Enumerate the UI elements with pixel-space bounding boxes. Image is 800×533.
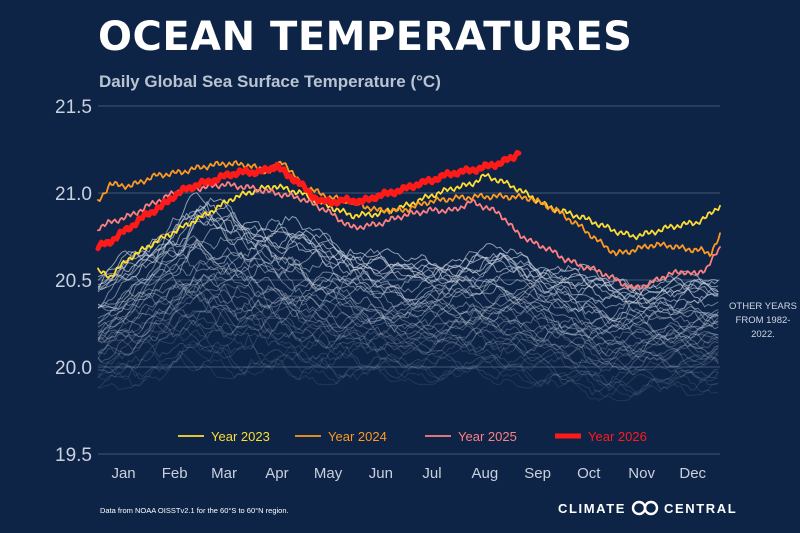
other-year-line-2014 xyxy=(97,242,719,321)
chart-title: OCEAN TEMPERATURES xyxy=(98,14,633,60)
other-year-line-2000 xyxy=(97,273,719,351)
x-tick-label: Feb xyxy=(162,465,188,482)
other-year-line-1989 xyxy=(97,326,719,382)
y-tick-label: 21.0 xyxy=(55,184,92,205)
x-tick-label: May xyxy=(314,465,343,482)
other-year-line-1993 xyxy=(97,293,719,362)
legend-label-year-2025: Year 2025 xyxy=(458,429,517,444)
other-year-line-1990 xyxy=(97,314,719,372)
y-axis-ticks: 19.5 20.0 20.5 21.0 21.5 xyxy=(55,97,92,466)
other-year-line-2020 xyxy=(97,212,719,303)
other-year-line-1992 xyxy=(97,306,719,372)
x-tick-label: Nov xyxy=(628,465,655,482)
other-year-line-2019 xyxy=(97,205,719,305)
other-year-line-1983 xyxy=(97,353,719,402)
brand-word-left: CLIMATE xyxy=(558,500,627,516)
legend-label-year-2026: Year 2026 xyxy=(588,429,647,444)
other-year-line-1999 xyxy=(97,285,719,357)
other-year-line-2022 xyxy=(97,200,719,301)
other-year-line-1985 xyxy=(97,340,719,395)
chart-subtitle: Daily Global Sea Surface Temperature (°C… xyxy=(99,72,441,91)
brand-logo: CLIMATE CENTRAL xyxy=(558,498,737,518)
other-year-line-2018 xyxy=(97,203,719,298)
grid-lines xyxy=(98,105,720,455)
y-tick-label: 19.5 xyxy=(55,445,92,466)
climate-central-logo-icon xyxy=(631,500,659,516)
x-tick-label: Dec xyxy=(679,465,706,482)
x-tick-label: Oct xyxy=(577,465,601,482)
other-year-line-1994 xyxy=(97,291,719,361)
x-tick-label: Jan xyxy=(111,465,135,482)
other-year-line-2021 xyxy=(97,192,719,292)
series-line-year-2023 xyxy=(97,173,721,279)
other-year-line-2011 xyxy=(97,238,719,321)
other-year-line-1995 xyxy=(97,307,719,369)
other-year-line-2007 xyxy=(97,269,719,340)
y-tick-label: 20.5 xyxy=(55,271,92,292)
other-year-line-2006 xyxy=(97,256,719,330)
other-year-line-1986 xyxy=(97,344,719,396)
other-year-line-2008 xyxy=(97,251,719,331)
x-tick-label: Jun xyxy=(369,465,393,482)
series-line-year-2024 xyxy=(97,160,721,257)
other-year-line-2001 xyxy=(97,275,719,353)
other-year-line-2012 xyxy=(97,236,719,319)
other-year-line-2013 xyxy=(97,227,719,314)
other-year-line-1996 xyxy=(97,309,719,371)
other-year-line-2002 xyxy=(97,284,719,349)
other-years-note: OTHER YEARS FROM 1982-2022. xyxy=(729,301,797,340)
x-tick-label: Mar xyxy=(211,465,237,482)
legend: Year 2023 Year 2024 Year 2025 Year 2026 xyxy=(178,429,647,444)
other-year-line-1987 xyxy=(97,329,719,388)
other-years-lines xyxy=(97,192,719,402)
source-note: Data from NOAA OISSTv2.1 for the 60°S to… xyxy=(100,506,289,515)
highlighted-series xyxy=(95,149,721,290)
series-line-year-2025 xyxy=(97,181,721,290)
x-tick-label: Jul xyxy=(422,465,441,482)
y-tick-label: 20.0 xyxy=(55,358,92,379)
other-year-line-1984 xyxy=(97,342,719,396)
y-tick-label: 21.5 xyxy=(55,97,92,118)
other-year-line-2005 xyxy=(97,268,719,339)
other-year-line-2017 xyxy=(97,203,719,301)
legend-label-year-2024: Year 2024 xyxy=(328,429,387,444)
x-tick-label: Aug xyxy=(471,465,498,482)
x-tick-label: Apr xyxy=(265,465,288,482)
other-year-line-2004 xyxy=(97,265,719,344)
other-year-line-1988 xyxy=(97,327,719,386)
x-tick-label: Sep xyxy=(524,465,551,482)
other-year-line-1982 xyxy=(97,345,719,398)
other-year-line-1998 xyxy=(97,283,719,352)
legend-label-year-2023: Year 2023 xyxy=(211,429,270,444)
brand-word-right: CENTRAL xyxy=(664,500,738,516)
x-axis-ticks: Jan Feb Mar Apr May Jun Jul Aug Sep Oct Nov Dec xyxy=(111,465,706,482)
series-line-year-2026 xyxy=(95,149,522,252)
other-year-line-1991 xyxy=(97,310,719,370)
other-year-line-1997 xyxy=(97,286,719,356)
